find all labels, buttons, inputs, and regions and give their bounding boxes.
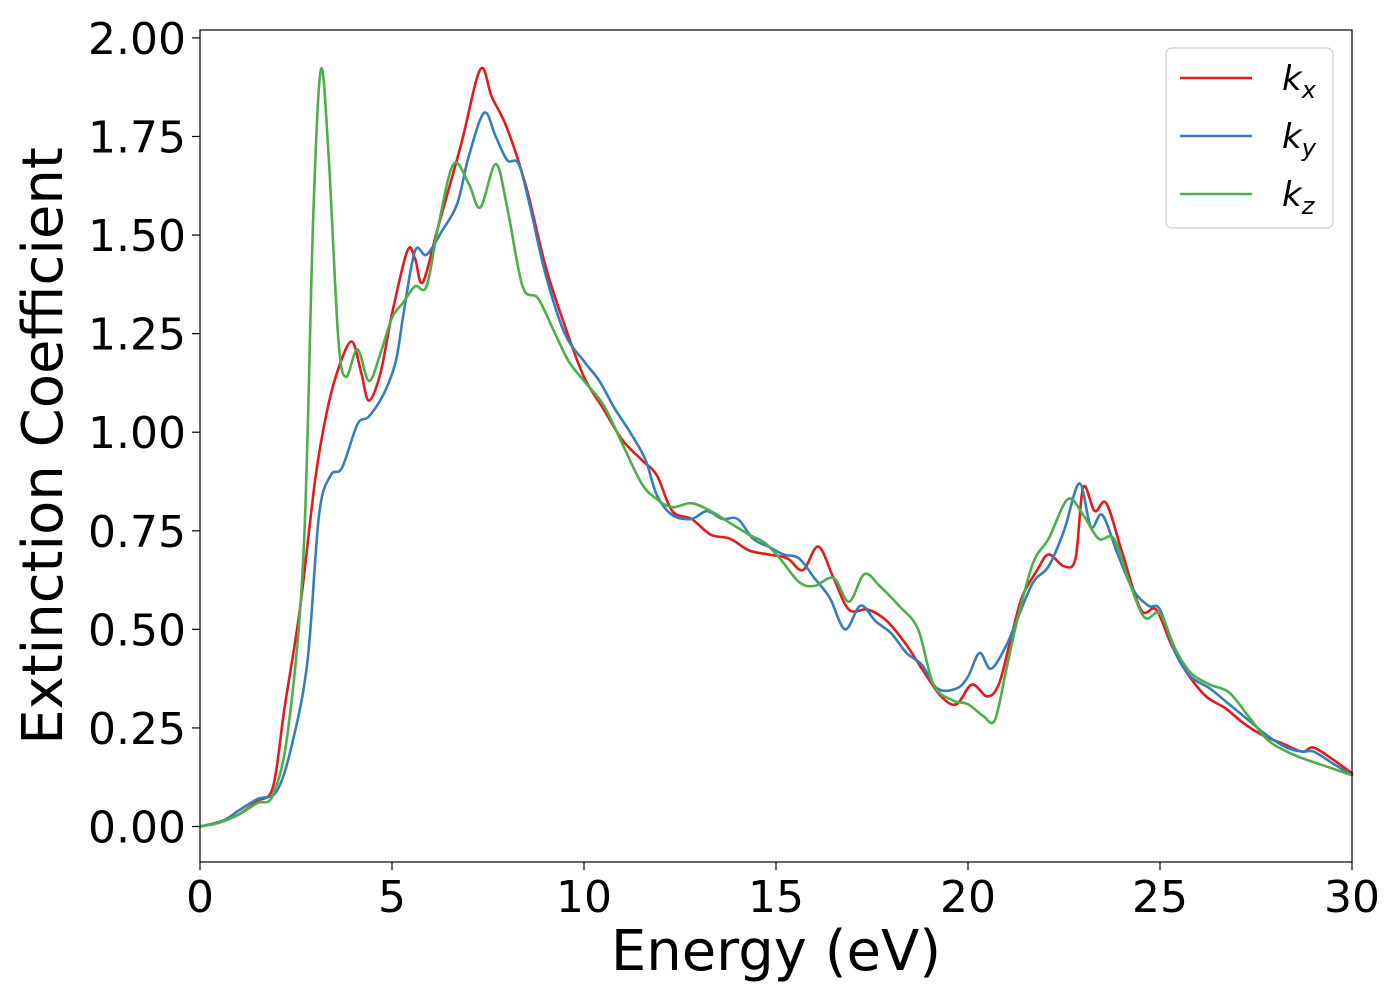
legend-label-subscript: y	[1301, 134, 1317, 162]
legend-label-subscript: z	[1301, 192, 1316, 220]
x-axis-title: Energy (eV)	[611, 919, 941, 984]
y-tick-label: 2.00	[88, 14, 186, 65]
y-tick-label: 1.50	[88, 211, 186, 262]
y-tick-label: 0.25	[88, 704, 186, 755]
series-layer	[198, 66, 1354, 828]
y-tick-label: 1.25	[88, 310, 186, 361]
x-tick-label: 20	[940, 872, 996, 923]
legend-label-kz: kz	[1282, 175, 1316, 220]
legend-label-kx: kx	[1282, 59, 1317, 104]
y-tick-label: 0.50	[88, 605, 186, 656]
legend-box	[1165, 47, 1334, 229]
legend-label-main: k	[1282, 59, 1303, 99]
x-tick-label: 15	[748, 872, 804, 923]
y-tick-label: 0.75	[88, 507, 186, 558]
legend-label-main: k	[1282, 117, 1303, 157]
legend-label-main: k	[1282, 175, 1303, 215]
x-tick-label: 30	[1324, 872, 1380, 923]
x-tick-label: 5	[378, 872, 406, 923]
x-tick-label: 25	[1132, 872, 1188, 923]
y-tick-label: 1.75	[88, 112, 186, 163]
x-tick-label: 10	[556, 872, 612, 923]
y-tick-label: 1.00	[88, 408, 186, 459]
legend-label-subscript: x	[1301, 76, 1317, 104]
x-tick-label: 0	[186, 872, 214, 923]
x-axis-ticks: 0 5 10 15 20 25 30	[186, 862, 1380, 923]
series-line-kz	[198, 66, 1354, 828]
y-axis-ticks: 0.00 0.25 0.50 0.75 1.00 1.25 1.50 1.75 2.00	[88, 14, 200, 854]
y-tick-label: 0.00	[88, 803, 186, 854]
legend-label-ky: ky	[1282, 117, 1317, 162]
y-axis-title: Extinction Coefficient	[11, 147, 76, 745]
